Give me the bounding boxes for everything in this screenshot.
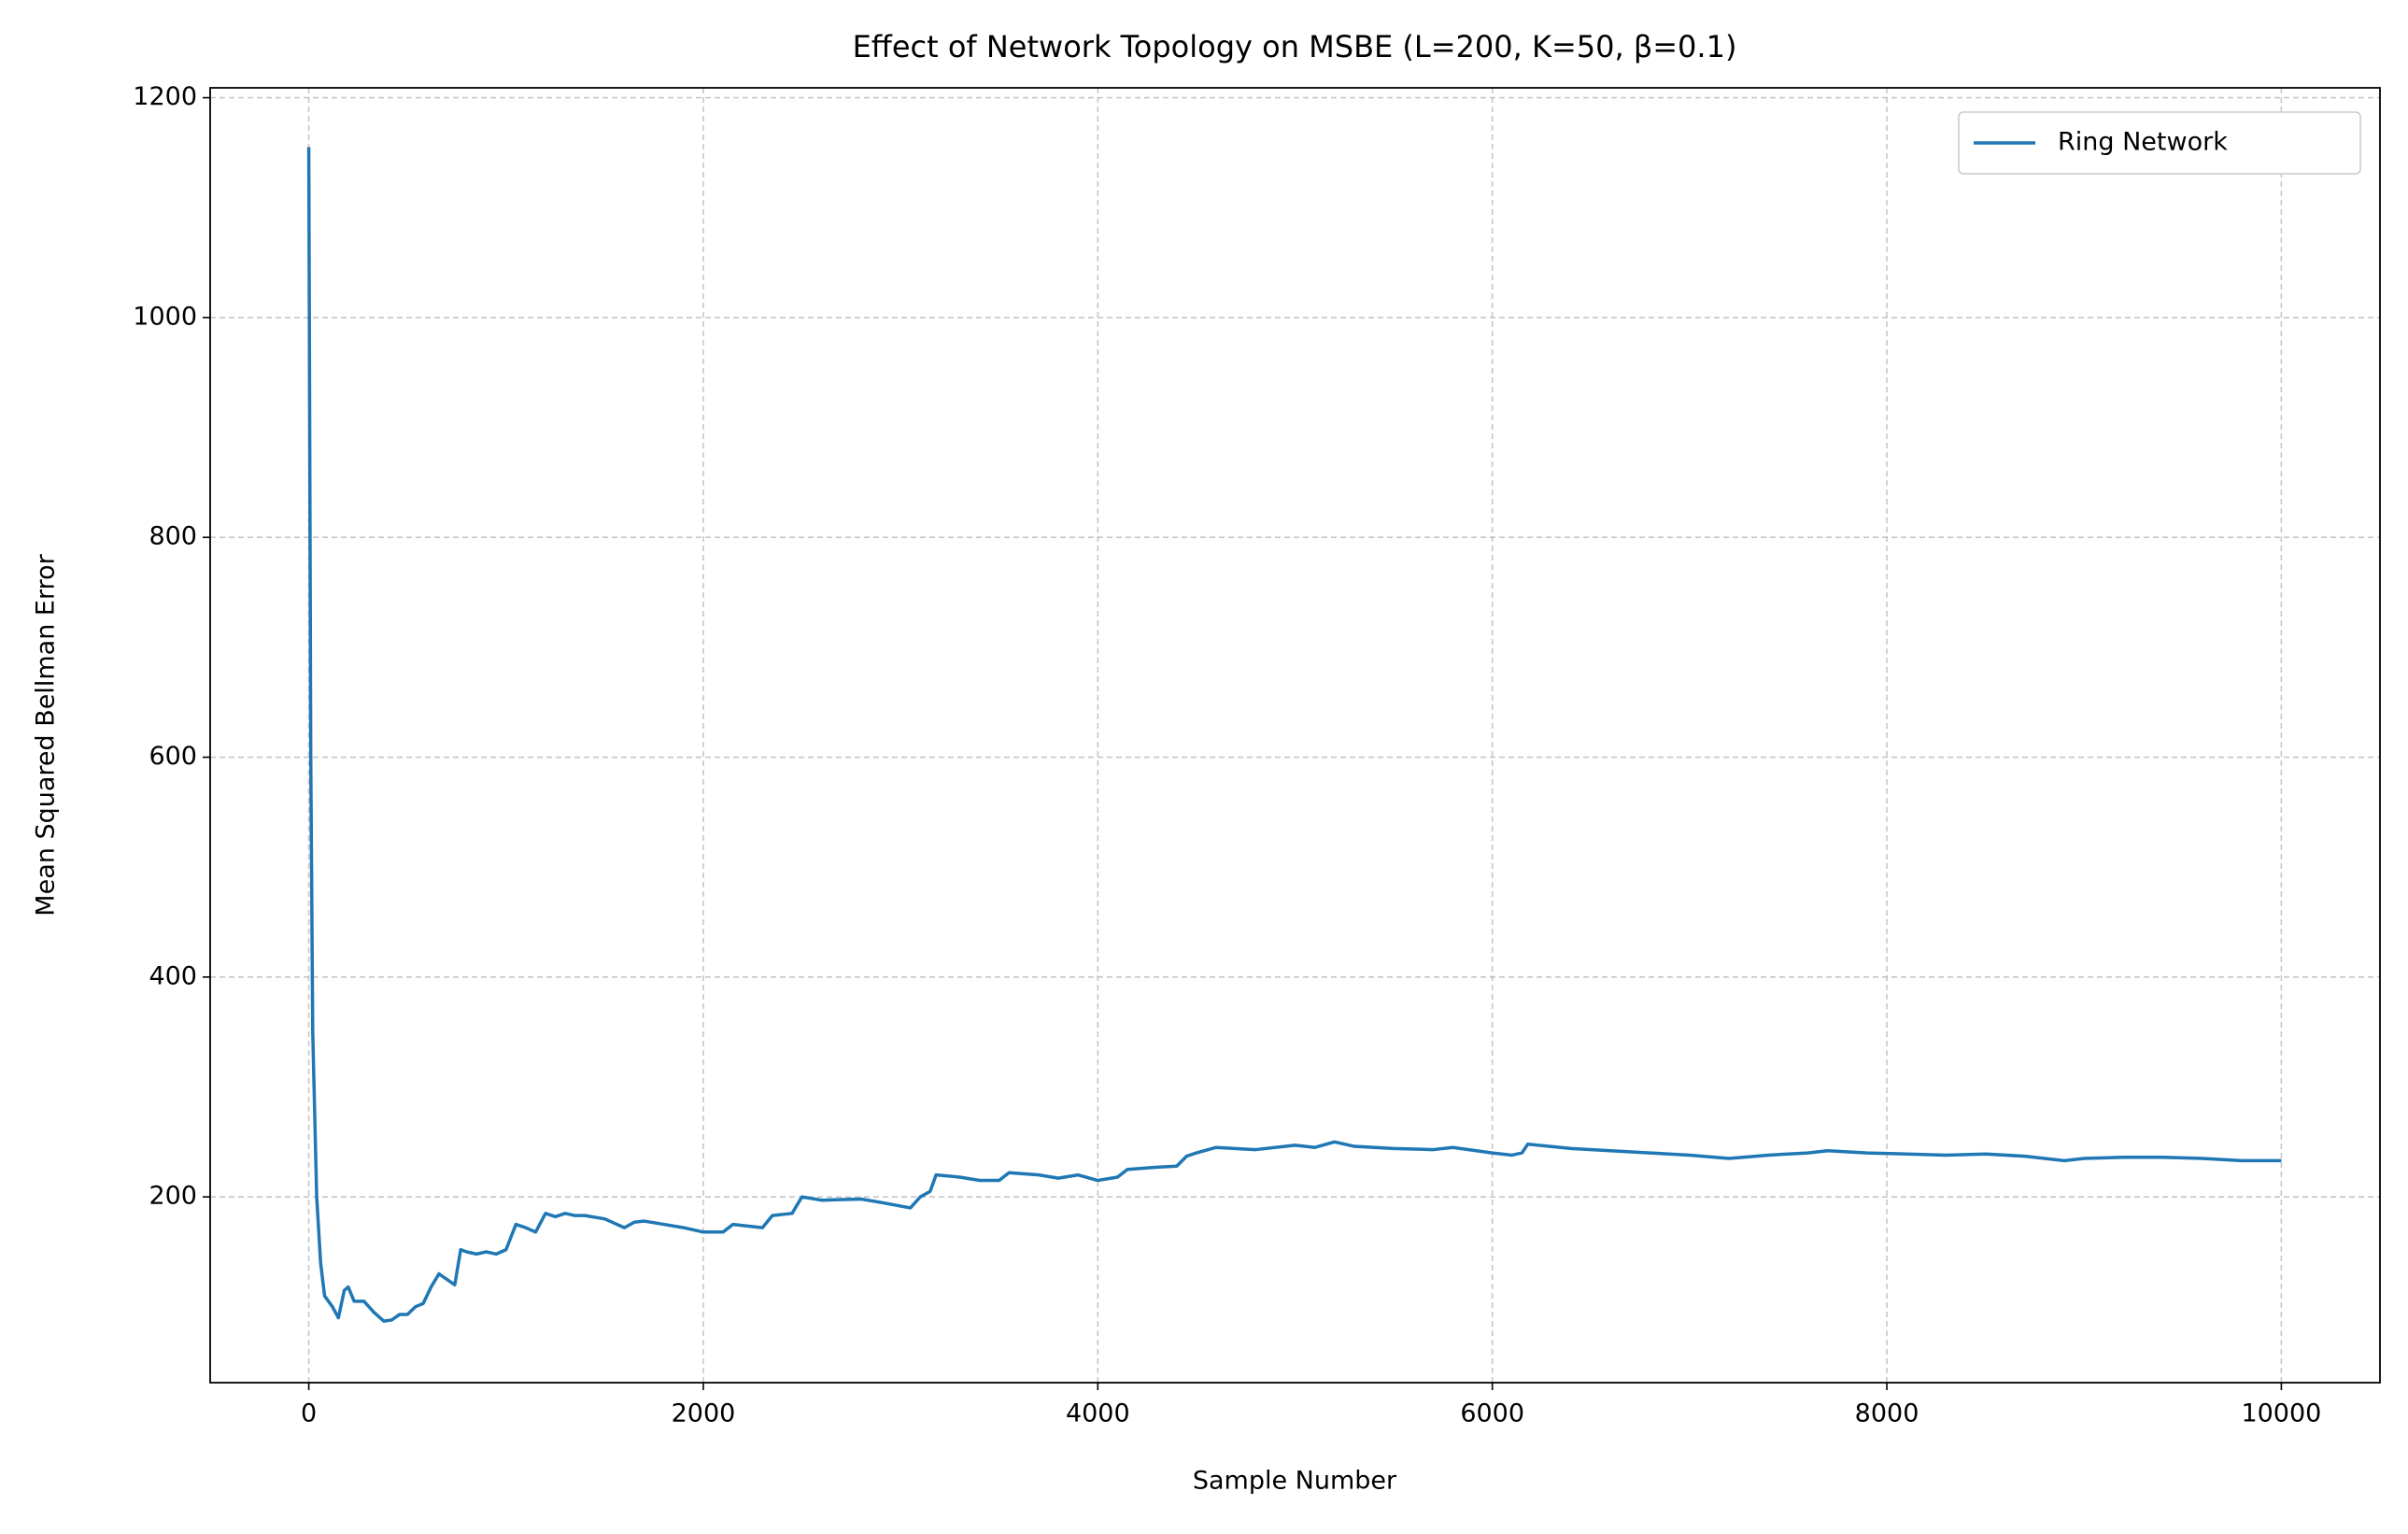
x-axis-label: Sample Number [1193, 1467, 1397, 1496]
line-series [306, 147, 2282, 1323]
y-tick-label: 400 [149, 961, 197, 990]
y-tick-label: 800 [149, 522, 197, 551]
legend-label: Ring Network [2058, 128, 2228, 157]
x-tick-label: 8000 [1855, 1399, 1919, 1428]
x-tick-label: 2000 [672, 1399, 736, 1428]
y-tick-label: 1000 [133, 302, 197, 331]
chart-title: Effect of Network Topology on MSBE (L=20… [853, 29, 1737, 64]
x-tick-label: 0 [301, 1399, 317, 1428]
y-axis-label: Mean Squared Bellman Error [32, 553, 61, 916]
x-tick-label: 10000 [2241, 1399, 2321, 1428]
legend-box [1958, 111, 2361, 175]
x-tick-label: 6000 [1460, 1399, 1524, 1428]
axes-frame [209, 87, 2381, 1384]
y-tick-label: 600 [149, 742, 197, 771]
y-tick-label: 1200 [133, 82, 197, 111]
y-tick-label: 200 [149, 1182, 197, 1211]
x-tick-label: 4000 [1066, 1399, 1130, 1428]
